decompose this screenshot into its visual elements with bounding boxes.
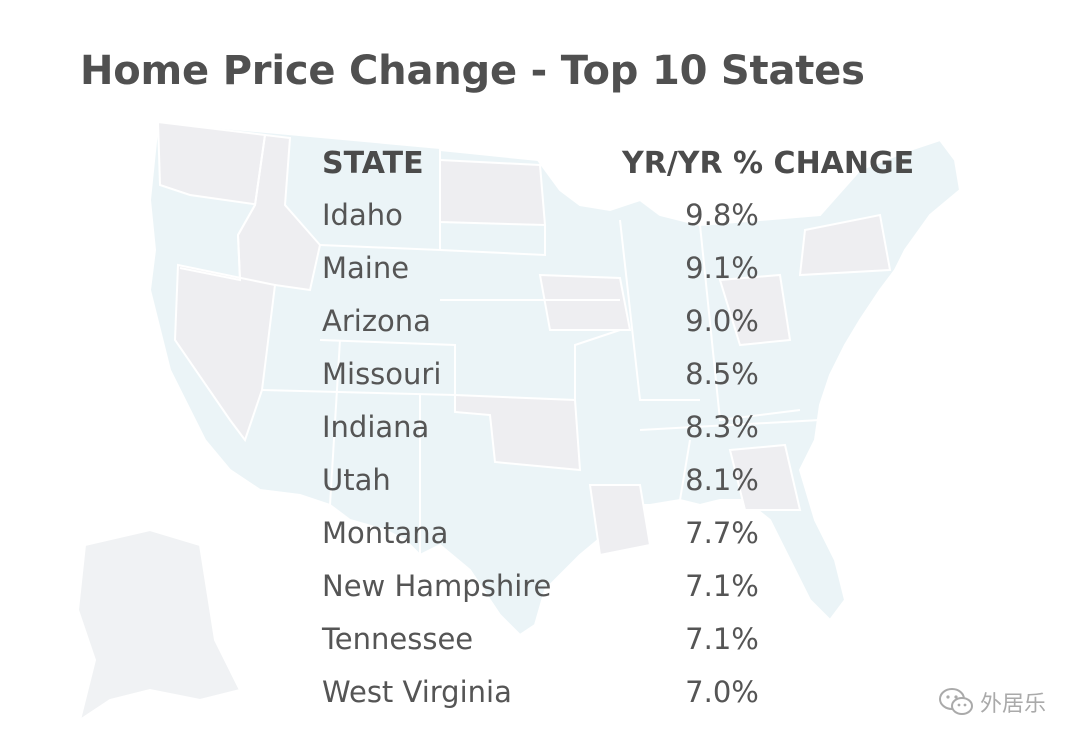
state-new-york xyxy=(798,213,892,277)
state-name-cell: Missouri xyxy=(322,356,442,391)
watermark: 外居乐 xyxy=(938,686,1046,718)
table-header-row: STATE YR/YR % CHANGE xyxy=(322,138,932,188)
table-row: Tennessee 7.1% xyxy=(322,612,932,665)
table-row: Idaho 9.8% xyxy=(322,188,932,241)
column-header-state: STATE xyxy=(322,145,424,181)
state-alaska xyxy=(76,528,242,723)
table-row: Utah 8.1% xyxy=(322,453,932,506)
state-name-cell: Tennessee xyxy=(322,621,474,656)
state-name-cell: Utah xyxy=(322,462,391,497)
change-value-cell: 9.0% xyxy=(685,303,759,338)
state-louisiana xyxy=(588,484,652,557)
change-value-cell: 7.1% xyxy=(685,568,759,603)
state-ohio xyxy=(718,273,792,347)
price-change-table: STATE YR/YR % CHANGE Idaho 9.8% Maine 9.1% A… xyxy=(322,138,932,718)
table-row: Maine 9.1% xyxy=(322,241,932,294)
state-washington xyxy=(156,120,267,207)
state-name-cell: Arizona xyxy=(322,303,431,338)
table-row: New Hampshire 7.1% xyxy=(322,559,932,612)
state-name-cell: Maine xyxy=(322,250,410,285)
wechat-icon xyxy=(938,688,973,715)
state-iowa xyxy=(538,273,632,331)
table-row: Missouri 8.5% xyxy=(322,347,932,400)
column-header-change: YR/YR % CHANGE xyxy=(622,145,915,181)
state-georgia xyxy=(728,443,802,511)
change-value-cell: 8.5% xyxy=(685,356,759,391)
change-value-cell: 7.7% xyxy=(685,515,759,550)
change-value-cell: 7.1% xyxy=(685,621,759,656)
change-value-cell: 9.8% xyxy=(685,197,759,232)
change-value-cell: 8.3% xyxy=(685,409,759,444)
state-nevada xyxy=(173,263,277,443)
table-row: Indiana 8.3% xyxy=(322,400,932,453)
table-row: West Virginia 7.0% xyxy=(322,665,932,718)
chart-title: Home Price Change - Top 10 States xyxy=(80,48,865,94)
state-name-cell: Indiana xyxy=(322,409,430,444)
state-name-cell: New Hampshire xyxy=(322,568,552,603)
table-row: Arizona 9.0% xyxy=(322,294,932,347)
change-value-cell: 9.1% xyxy=(685,250,759,285)
state-name-cell: Idaho xyxy=(322,197,403,232)
state-name-cell: West Virginia xyxy=(322,674,512,709)
state-name-cell: Montana xyxy=(322,515,449,550)
table-row: Montana 7.7% xyxy=(322,506,932,559)
change-value-cell: 8.1% xyxy=(685,462,759,497)
watermark-text: 外居乐 xyxy=(979,692,1046,717)
change-value-cell: 7.0% xyxy=(685,674,759,709)
